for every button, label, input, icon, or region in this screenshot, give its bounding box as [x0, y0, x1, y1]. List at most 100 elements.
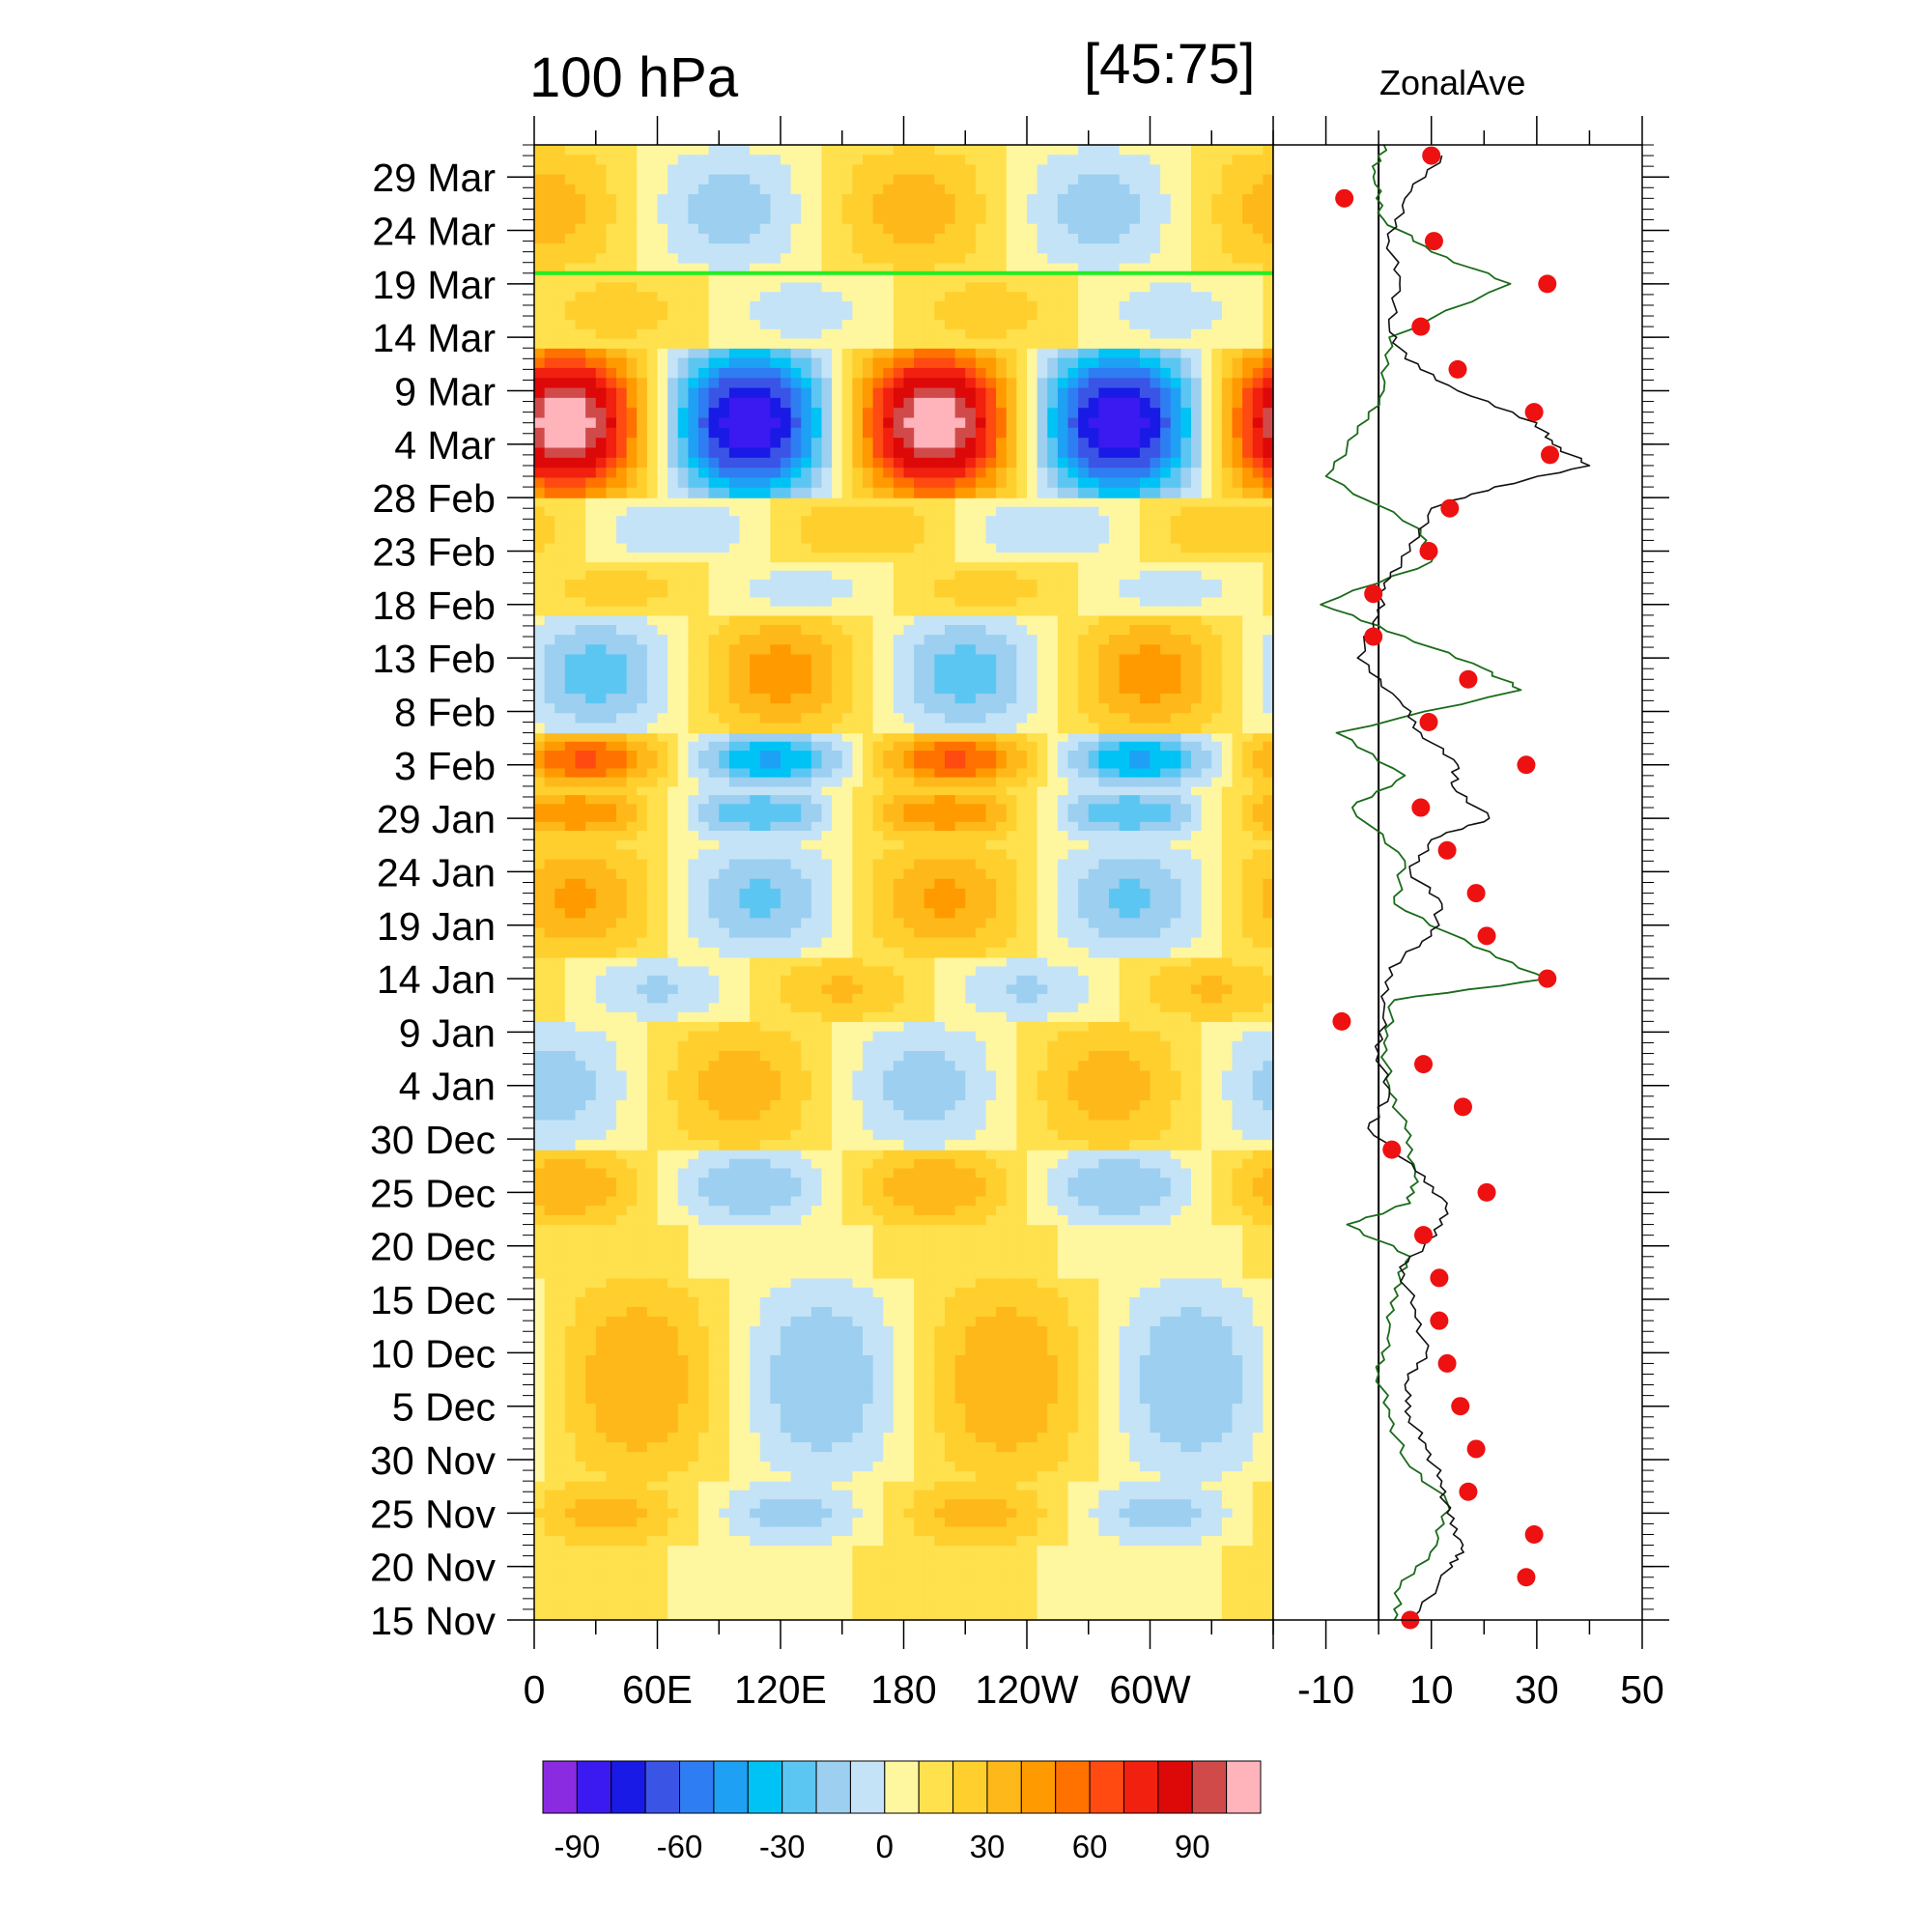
heatmap-cell	[1119, 1158, 1130, 1170]
heatmap-cell	[954, 1150, 966, 1160]
heatmap-cell	[554, 1090, 566, 1101]
heatmap-cell	[801, 1601, 812, 1611]
heatmap-cell	[739, 1100, 751, 1111]
heatmap-cell	[1119, 1296, 1130, 1308]
heatmap-cell	[996, 1003, 1008, 1013]
heatmap-cell	[1057, 1582, 1069, 1593]
heatmap-cell	[677, 1573, 689, 1583]
heatmap-cell	[544, 1224, 555, 1235]
heatmap-cell	[646, 1545, 659, 1555]
heatmap-cell	[575, 1150, 586, 1160]
heatmap-cell	[821, 1471, 833, 1482]
heatmap-cell	[841, 1214, 853, 1226]
heatmap-cell	[1016, 1100, 1028, 1111]
heatmap-cell	[923, 1206, 935, 1216]
heatmap-cell	[832, 1423, 843, 1434]
heatmap-cell	[954, 1168, 966, 1179]
heatmap-cell	[728, 1021, 741, 1033]
heatmap-cell	[646, 1260, 659, 1270]
heatmap-cell	[1109, 1591, 1121, 1603]
heatmap-cell	[965, 1050, 977, 1062]
heatmap-cell	[616, 1490, 628, 1500]
heatmap-cell	[872, 993, 884, 1004]
heatmap-cell	[1057, 1499, 1069, 1510]
heatmap-cell	[646, 1224, 659, 1235]
heatmap-cell	[985, 1186, 997, 1198]
heatmap-cell	[903, 1242, 915, 1252]
heatmap-cell	[1201, 1224, 1212, 1235]
heatmap-cell	[852, 1150, 864, 1160]
heatmap-cell	[616, 1158, 628, 1170]
heatmap-cell	[585, 1003, 597, 1013]
heatmap-cell	[739, 1563, 751, 1575]
heatmap-cell	[544, 1287, 555, 1298]
heatmap-cell	[564, 1196, 577, 1207]
heatmap-cell	[1263, 1582, 1273, 1593]
heatmap-cell	[1047, 1335, 1059, 1347]
heatmap-cell	[1016, 1345, 1028, 1356]
heatmap-cell	[677, 1545, 689, 1555]
heatmap-cell	[781, 1394, 792, 1405]
heatmap-cell	[1057, 1178, 1069, 1188]
heatmap-cell	[728, 1061, 741, 1072]
heatmap-cell	[975, 1306, 987, 1318]
heatmap-cell	[606, 1365, 617, 1376]
heatmap-cell	[903, 1178, 915, 1188]
heatmap-cell	[1088, 1375, 1099, 1385]
heatmap-cell	[863, 1070, 874, 1082]
heatmap-cell	[688, 1452, 699, 1463]
heatmap-cell	[923, 1031, 935, 1042]
heatmap-cell	[1232, 1214, 1243, 1226]
heatmap-cell	[698, 1242, 710, 1252]
heatmap-cell	[810, 1196, 823, 1207]
heatmap-cell	[1109, 1526, 1121, 1537]
heatmap-cell	[1242, 1021, 1254, 1033]
heatmap-cell	[657, 1365, 668, 1376]
heatmap-cell	[770, 1233, 781, 1243]
heatmap-cell	[790, 1423, 802, 1434]
heatmap-cell	[863, 1090, 874, 1101]
heatmap-cell	[1242, 1536, 1254, 1547]
heatmap-cell	[810, 1287, 823, 1298]
heatmap-cell	[544, 1150, 555, 1160]
heatmap-cell	[1006, 1031, 1017, 1042]
heatmap-cell	[1263, 1110, 1273, 1122]
heatmap-cell	[832, 1178, 843, 1188]
heatmap-cell	[1098, 1413, 1110, 1424]
heatmap-cell	[606, 1214, 617, 1226]
heatmap-cell	[1263, 1129, 1273, 1141]
heatmap-cell	[985, 1316, 997, 1327]
heatmap-cell	[923, 1268, 935, 1279]
heatmap-cell	[1027, 1442, 1038, 1453]
heatmap-cell	[1047, 1306, 1059, 1318]
heatmap-cell	[1129, 1168, 1141, 1179]
heatmap-cell	[985, 1150, 997, 1160]
heatmap-cell	[1232, 1375, 1243, 1385]
heatmap-cell	[821, 1433, 833, 1443]
heatmap-cell	[1263, 1545, 1273, 1555]
heatmap-cell	[903, 1563, 915, 1575]
heatmap-cell	[719, 1050, 730, 1062]
heatmap-cell	[914, 1365, 925, 1376]
heatmap-cell	[863, 1196, 874, 1207]
heatmap-cell	[626, 1233, 638, 1243]
heatmap-cell	[585, 1481, 597, 1492]
heatmap-cell	[1263, 966, 1273, 977]
heatmap-cell	[1109, 1260, 1121, 1270]
heatmap-cell	[883, 1423, 895, 1434]
heatmap-cell	[1109, 1021, 1121, 1033]
heatmap-cell	[688, 1536, 699, 1547]
heatmap-cell	[965, 1384, 977, 1395]
heatmap-cell	[544, 1471, 555, 1482]
heatmap-cell	[1016, 1518, 1028, 1528]
heatmap-cell	[698, 1554, 710, 1565]
heatmap-cell	[1078, 984, 1090, 995]
heatmap-cell	[1180, 1413, 1192, 1424]
heatmap-cell	[872, 1490, 884, 1500]
heatmap-cell	[1252, 1224, 1264, 1235]
heatmap-cell	[1180, 1582, 1192, 1593]
heatmap-cell	[1232, 1573, 1243, 1583]
heatmap-cell	[1119, 1242, 1130, 1252]
heatmap-cell	[1119, 1423, 1130, 1434]
heatmap-cell	[759, 1433, 771, 1443]
